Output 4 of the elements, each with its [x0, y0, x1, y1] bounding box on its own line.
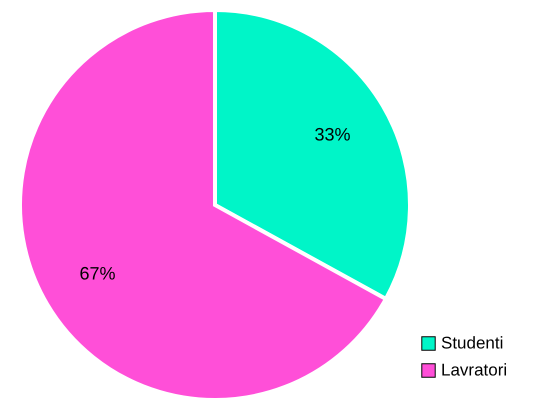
data-label: 33%	[314, 124, 351, 145]
data-label: 67%	[79, 263, 116, 284]
legend-label: Lavratori	[441, 360, 508, 380]
legend-label: Studenti	[441, 334, 504, 352]
